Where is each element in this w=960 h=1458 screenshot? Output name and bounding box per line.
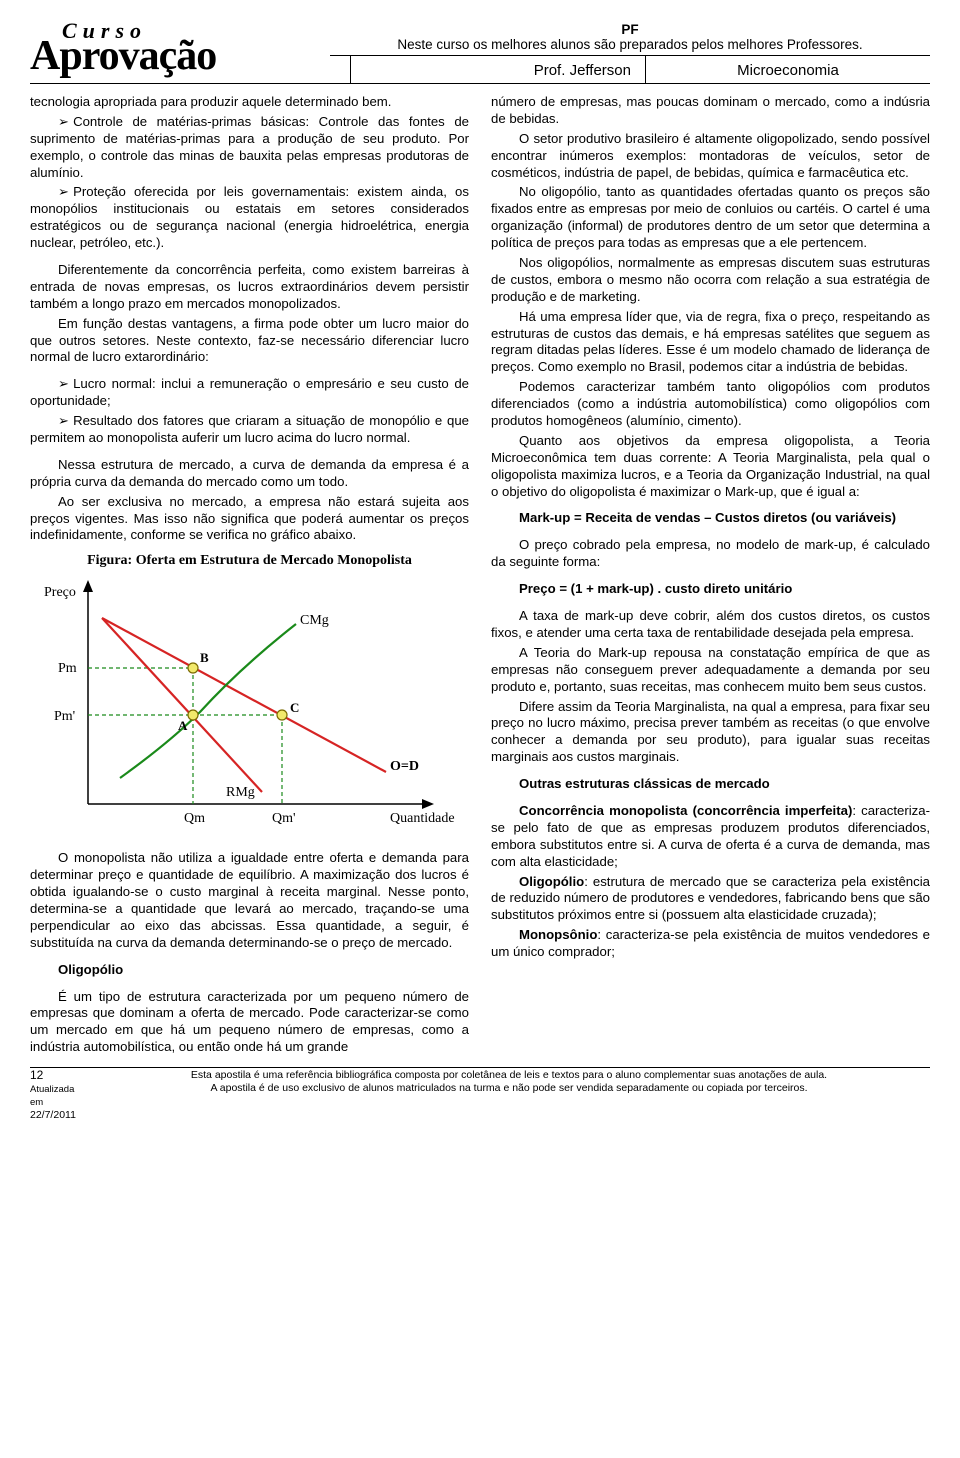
header: Curso Aprovação PF Neste curso os melhor… [30, 18, 930, 84]
para: Podemos caracterizar também tanto oligop… [491, 379, 930, 430]
course-code: PF [330, 22, 930, 37]
subject-label: Microeconomia [646, 56, 930, 83]
arrow-icon [58, 376, 73, 391]
section-heading: Outras estruturas clássicas de mercado [491, 776, 930, 793]
formula: Preço = (1 + mark-up) . custo direto uni… [491, 581, 930, 598]
para: O monopolista não utiliza a igualdade en… [30, 850, 469, 951]
bullet-text: Proteção oferecida por leis governamenta… [30, 184, 469, 250]
para: Difere assim da Teoria Marginalista, na … [491, 699, 930, 767]
professor-label: Prof. Jefferson [350, 56, 646, 83]
para: Nessa estrutura de mercado, a curva de d… [30, 457, 469, 491]
para: No oligopólio, tanto as quantidades ofer… [491, 184, 930, 252]
term: Monopsônio [519, 927, 597, 942]
page-number: 12 [30, 1068, 43, 1082]
svg-text:Qm': Qm' [272, 811, 296, 826]
content-columns: tecnologia apropriada para produzir aque… [30, 94, 930, 1059]
formula: Mark-up = Receita de vendas – Custos dir… [491, 510, 930, 527]
para: Nos oligopólios, normalmente as empresas… [491, 255, 930, 306]
right-column: número de empresas, mas poucas dominam o… [491, 94, 930, 1059]
footer-line: A apostila é de uso exclusivo de alunos … [88, 1082, 930, 1095]
arrow-icon [58, 413, 73, 428]
updated-label: Atualizada em [30, 1084, 74, 1108]
svg-text:O=D: O=D [390, 759, 419, 774]
term: Oligopólio [519, 874, 584, 889]
svg-text:Qm: Qm [184, 811, 205, 826]
arrow-icon [58, 114, 73, 129]
logo-main-text: Aprovação [30, 38, 330, 76]
footer-line: Esta apostila é uma referência bibliográ… [88, 1069, 930, 1082]
footer: 12 Atualizada em 22/7/2011 Esta apostila… [30, 1067, 930, 1121]
chart: Figura: Oferta em Estrutura de Mercado M… [30, 552, 469, 842]
left-column: tecnologia apropriada para produzir aque… [30, 94, 469, 1059]
bullet-para: Lucro normal: inclui a remuneração o emp… [30, 376, 469, 410]
para: A taxa de mark-up deve cobrir, além dos … [491, 608, 930, 642]
header-info-row: Prof. Jefferson Microeconomia [330, 56, 930, 83]
section-heading: Oligopólio [30, 962, 469, 979]
header-tagline-block: PF Neste curso os melhores alunos são pr… [330, 18, 930, 56]
footer-date: 22/7/2011 [30, 1109, 76, 1121]
para: É um tipo de estrutura caracterizada por… [30, 989, 469, 1057]
header-right: PF Neste curso os melhores alunos são pr… [330, 18, 930, 83]
para: Monopsônio: caracteriza-se pela existênc… [491, 927, 930, 961]
chart-title: Figura: Oferta em Estrutura de Mercado M… [30, 552, 469, 570]
bullet-para: Resultado dos fatores que criaram a situ… [30, 413, 469, 447]
axis-label: Preço [44, 585, 76, 600]
para: Em função destas vantagens, a firma pode… [30, 316, 469, 367]
bullet-text: Lucro normal: inclui a remuneração o emp… [30, 376, 469, 408]
para: Diferentemente da concorrência perfeita,… [30, 262, 469, 313]
para: tecnologia apropriada para produzir aque… [30, 94, 469, 111]
term: Concorrência monopolista (concorrência i… [519, 803, 852, 818]
bullet-para: Proteção oferecida por leis governamenta… [30, 184, 469, 252]
para: O preço cobrado pela empresa, no modelo … [491, 537, 930, 571]
para: Concorrência monopolista (concorrência i… [491, 803, 930, 871]
footer-right: Esta apostila é uma referência bibliográ… [88, 1068, 930, 1121]
para: Ao ser exclusiva no mercado, a empresa n… [30, 494, 469, 545]
para: Há uma empresa líder que, via de regra, … [491, 309, 930, 377]
svg-text:B: B [200, 650, 209, 665]
arrow-icon [58, 184, 73, 199]
bullet-text: Controle de matérias-primas básicas: Con… [30, 114, 469, 180]
bullet-para: Controle de matérias-primas básicas: Con… [30, 114, 469, 182]
chart-svg: Preço Quantidade Pm Pm' Qm Qm' CMg O=D R… [30, 572, 460, 842]
page: Curso Aprovação PF Neste curso os melhor… [0, 0, 960, 1133]
svg-text:Pm: Pm [58, 661, 77, 676]
svg-text:CMg: CMg [300, 613, 329, 628]
tagline: Neste curso os melhores alunos são prepa… [330, 37, 930, 52]
svg-text:Pm': Pm' [54, 709, 75, 724]
svg-text:C: C [290, 700, 299, 715]
footer-left: 12 Atualizada em 22/7/2011 [30, 1068, 88, 1121]
svg-text:RMg: RMg [226, 785, 255, 800]
svg-text:A: A [178, 718, 188, 733]
logo: Curso Aprovação [30, 18, 330, 83]
para: O setor produtivo brasileiro é altamente… [491, 131, 930, 182]
para: Oligopólio: estrutura de mercado que se … [491, 874, 930, 925]
para: Quanto aos objetivos da empresa oligopol… [491, 433, 930, 501]
svg-text:Quantidade: Quantidade [390, 811, 455, 826]
para: número de empresas, mas poucas dominam o… [491, 94, 930, 128]
bullet-text: Resultado dos fatores que criaram a situ… [30, 413, 469, 445]
para: A Teoria do Mark-up repousa na constataç… [491, 645, 930, 696]
